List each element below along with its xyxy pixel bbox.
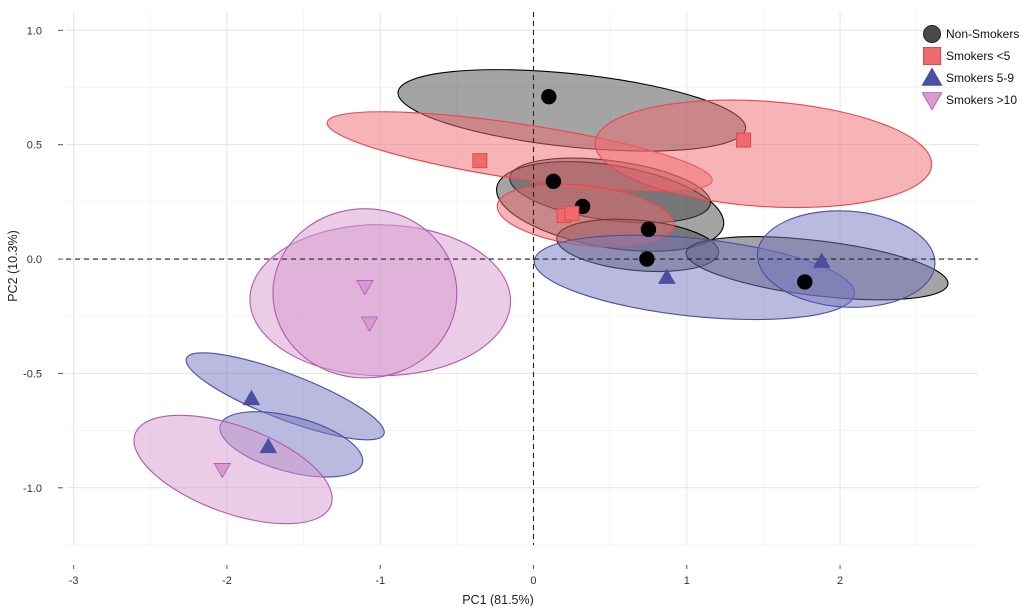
data-point <box>735 132 751 148</box>
legend-marker <box>921 92 943 111</box>
data-point <box>658 268 676 284</box>
legend-marker <box>923 47 941 65</box>
data-point <box>356 280 374 296</box>
legend-label: Smokers <5 <box>946 49 1011 63</box>
legend-item: Non-Smokers <box>923 25 1019 43</box>
data-point <box>639 251 655 267</box>
y-tick-label: -0.5 <box>23 368 42 380</box>
legend-item: Smokers <5 <box>923 47 1011 65</box>
legend-item: Smokers 5-9 <box>921 67 1014 86</box>
confidence-ellipse <box>133 414 333 525</box>
y-tick-label: 1.0 <box>27 25 42 37</box>
x-tick-label: -3 <box>69 575 79 587</box>
reference-lines <box>66 12 978 545</box>
data-point <box>213 463 232 479</box>
confidence-ellipse <box>594 99 933 209</box>
legend-marker <box>921 67 943 86</box>
x-tick-label: -2 <box>222 575 232 587</box>
legend: Non-Smokers Smokers <5 Smokers 5-9 Smokers … <box>921 25 1019 111</box>
legend-item: Smokers >10 <box>921 92 1017 111</box>
x-axis-title: PC1 (81.5%) <box>462 593 534 606</box>
y-tick-label: 0.0 <box>27 254 42 266</box>
data-point <box>242 389 261 406</box>
x-tick-label: 2 <box>837 575 843 587</box>
data-point <box>541 88 557 105</box>
data-point <box>564 205 580 221</box>
data-point <box>797 274 813 290</box>
y-tick-label: 0.5 <box>27 140 42 152</box>
y-tick-label: -1.0 <box>23 483 42 495</box>
y-axis-title: PC2 (10.3%) <box>6 230 20 302</box>
x-tick-label: 0 <box>530 575 536 587</box>
data-point <box>360 316 379 333</box>
axes: -3 -2 -1 0 1 2 -1.0 -0.5 0.0 0.5 1.0 <box>23 25 843 587</box>
data-point <box>640 221 657 238</box>
data-points <box>213 88 831 479</box>
x-tick-label: 1 <box>684 575 690 587</box>
data-point <box>472 153 488 169</box>
x-tick-label: -1 <box>375 575 385 587</box>
legend-marker <box>923 25 941 43</box>
data-point <box>545 173 562 189</box>
data-point <box>812 252 831 268</box>
data-point <box>259 437 278 454</box>
legend-label: Non-Smokers <box>946 27 1019 41</box>
confidence-ellipses <box>133 69 949 525</box>
legend-label: Smokers >10 <box>946 93 1017 107</box>
legend-label: Smokers 5-9 <box>946 71 1014 85</box>
